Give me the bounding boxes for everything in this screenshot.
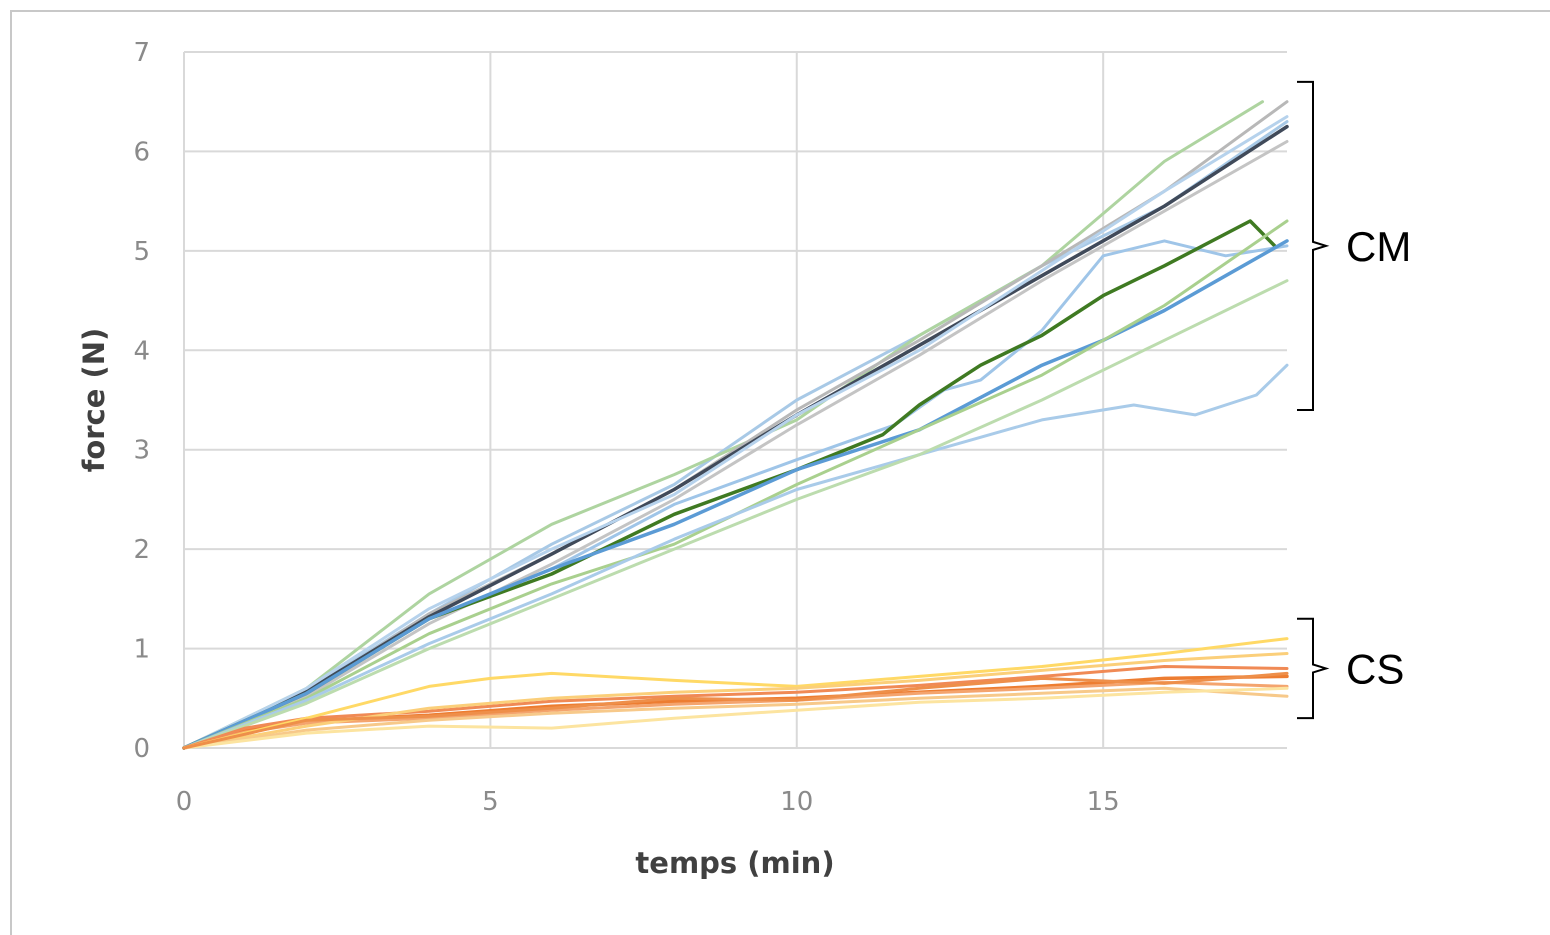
series-line-cs-20 (182, 671, 1289, 750)
series-line-cs-19 (182, 686, 1289, 750)
chart-frame (10, 10, 1550, 935)
annotation-label-cm: CM (1346, 223, 1411, 270)
brace-cs (1297, 617, 1330, 720)
series-line-cs-18 (182, 686, 1289, 750)
x-tick-label: 10 (780, 787, 813, 817)
tick-labels: 0 1 2 3 4 5 6 7 0 5 10 15 (133, 38, 1119, 817)
x-axis-title: temps (min) (635, 846, 834, 880)
series-line-cs-13 (182, 674, 1289, 750)
y-axis-title: force (N) (77, 328, 111, 473)
y-tick-label: 7 (133, 38, 150, 68)
series-line-cm-12 (182, 279, 1289, 750)
series-line-cm-9 (182, 239, 1289, 750)
y-tick-label: 0 (133, 734, 150, 764)
x-tick-label: 5 (482, 787, 499, 817)
grid-lines (183, 51, 1287, 749)
series-line-cm-2 (182, 100, 1264, 750)
y-tick-label: 2 (133, 535, 150, 565)
series-lines (182, 100, 1289, 750)
y-tick-label: 4 (133, 336, 150, 366)
y-tick-label: 1 (133, 635, 150, 665)
y-tick-label: 3 (133, 436, 150, 466)
y-tick-label: 6 (133, 137, 150, 167)
series-line-cs-15 (182, 665, 1289, 750)
series-line-cm-6 (182, 115, 1289, 750)
group-annotations: CM CS (1297, 80, 1411, 720)
y-tick-label: 5 (133, 237, 150, 267)
x-tick-label: 0 (176, 787, 193, 817)
series-line-cs-16 (182, 637, 1289, 750)
series-line-cm-4 (182, 140, 1289, 750)
annotation-label-cs: CS (1346, 645, 1404, 692)
brace-cm (1297, 80, 1330, 411)
x-tick-label: 15 (1087, 787, 1120, 817)
series-line-cm-11 (182, 363, 1289, 750)
